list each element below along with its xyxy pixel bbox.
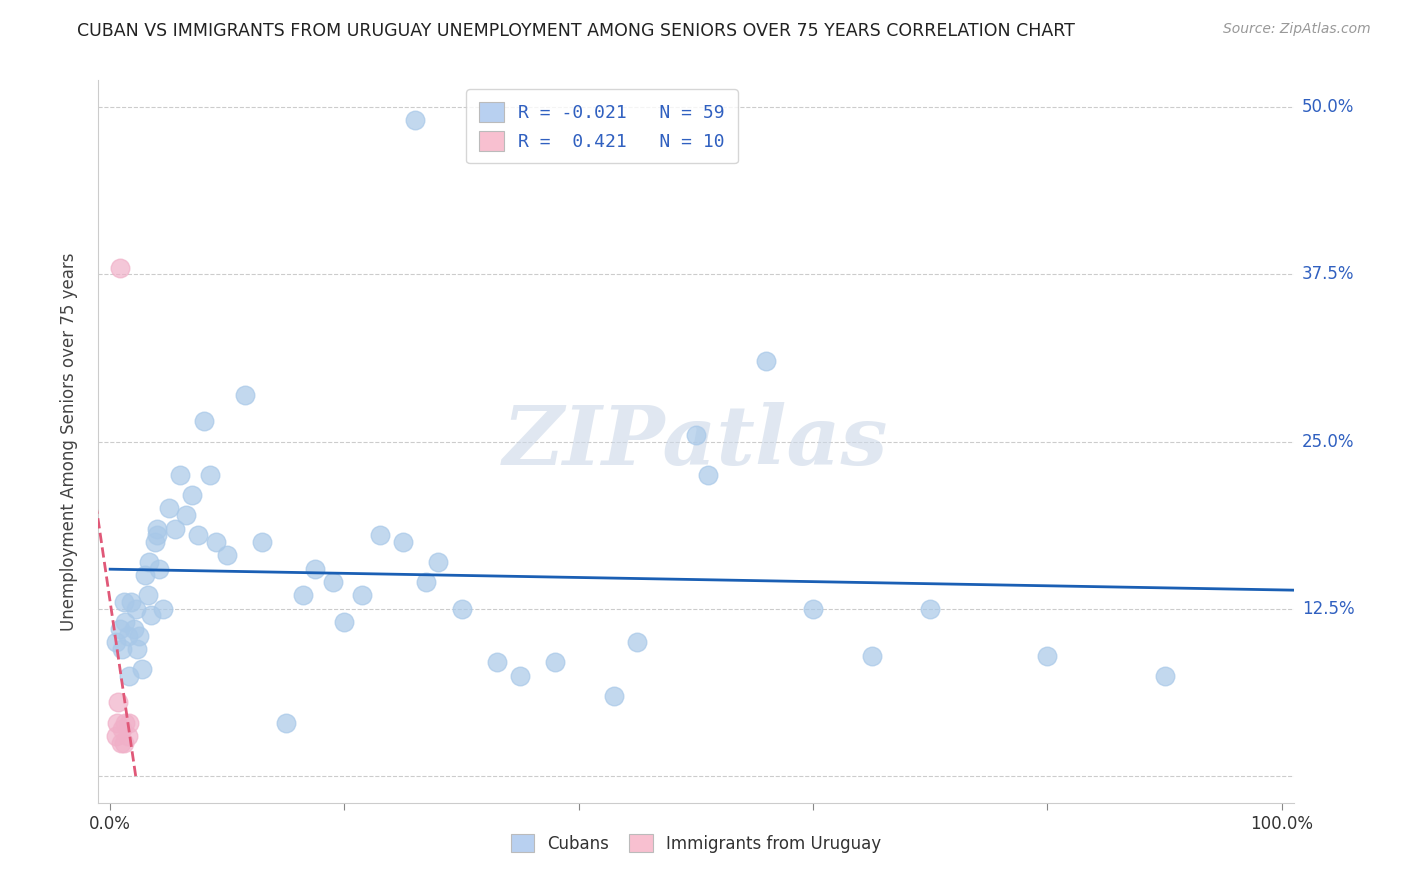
Point bbox=[118, 669, 141, 683]
Point bbox=[292, 589, 315, 603]
Point bbox=[117, 629, 139, 643]
Point bbox=[122, 622, 145, 636]
Point bbox=[108, 260, 131, 275]
Point bbox=[146, 528, 169, 542]
Point bbox=[450, 602, 472, 616]
Text: 25.0%: 25.0% bbox=[1302, 433, 1354, 450]
Text: 37.5%: 37.5% bbox=[1302, 265, 1354, 284]
Point bbox=[163, 521, 186, 535]
Point bbox=[198, 467, 221, 482]
Point bbox=[157, 501, 180, 516]
Point bbox=[146, 521, 169, 535]
Point bbox=[114, 615, 136, 630]
Point bbox=[181, 488, 204, 502]
Point bbox=[108, 622, 131, 636]
Point bbox=[114, 715, 136, 730]
Point bbox=[134, 568, 156, 582]
Point bbox=[544, 655, 567, 669]
Point bbox=[111, 723, 134, 737]
Point bbox=[801, 602, 824, 616]
Point bbox=[1153, 669, 1175, 683]
Point bbox=[322, 575, 344, 590]
Point bbox=[143, 535, 166, 549]
Point bbox=[112, 595, 135, 609]
Point bbox=[485, 655, 508, 669]
Point bbox=[107, 696, 129, 710]
Point bbox=[696, 467, 718, 482]
Point bbox=[105, 729, 128, 743]
Text: ZIPatlas: ZIPatlas bbox=[503, 401, 889, 482]
Point bbox=[112, 735, 135, 749]
Point bbox=[117, 729, 139, 743]
Point bbox=[755, 354, 778, 368]
Point bbox=[427, 555, 450, 569]
Point bbox=[415, 575, 437, 590]
Point bbox=[128, 629, 150, 643]
Point bbox=[131, 662, 153, 676]
Y-axis label: Unemployment Among Seniors over 75 years: Unemployment Among Seniors over 75 years bbox=[59, 252, 77, 631]
Point bbox=[368, 528, 391, 542]
Point bbox=[127, 642, 149, 657]
Point bbox=[626, 635, 648, 649]
Point bbox=[110, 735, 132, 749]
Point bbox=[105, 635, 128, 649]
Point bbox=[204, 535, 226, 549]
Text: 12.5%: 12.5% bbox=[1302, 599, 1354, 618]
Point bbox=[509, 669, 531, 683]
Point bbox=[138, 555, 160, 569]
Point bbox=[304, 562, 326, 576]
Point bbox=[274, 715, 297, 730]
Point bbox=[187, 528, 209, 542]
Point bbox=[252, 535, 274, 549]
Point bbox=[1036, 648, 1059, 663]
Point bbox=[148, 562, 170, 576]
Legend: Cubans, Immigrants from Uruguay: Cubans, Immigrants from Uruguay bbox=[505, 828, 887, 860]
Point bbox=[174, 508, 197, 523]
Point bbox=[169, 467, 191, 482]
Point bbox=[920, 602, 942, 616]
Point bbox=[352, 589, 374, 603]
Point bbox=[152, 602, 174, 616]
Point bbox=[685, 428, 707, 442]
Point bbox=[404, 113, 426, 128]
Point bbox=[136, 589, 159, 603]
Point bbox=[333, 615, 356, 630]
Point bbox=[141, 608, 163, 623]
Point bbox=[120, 595, 142, 609]
Point bbox=[105, 715, 128, 730]
Point bbox=[118, 715, 141, 730]
Point bbox=[217, 548, 239, 563]
Text: Source: ZipAtlas.com: Source: ZipAtlas.com bbox=[1223, 22, 1371, 37]
Point bbox=[603, 689, 626, 703]
Point bbox=[860, 648, 883, 663]
Point bbox=[125, 602, 148, 616]
Point bbox=[392, 535, 415, 549]
Text: 50.0%: 50.0% bbox=[1302, 98, 1354, 116]
Point bbox=[111, 642, 134, 657]
Point bbox=[193, 414, 215, 429]
Point bbox=[233, 387, 256, 401]
Text: CUBAN VS IMMIGRANTS FROM URUGUAY UNEMPLOYMENT AMONG SENIORS OVER 75 YEARS CORREL: CUBAN VS IMMIGRANTS FROM URUGUAY UNEMPLO… bbox=[77, 22, 1076, 40]
